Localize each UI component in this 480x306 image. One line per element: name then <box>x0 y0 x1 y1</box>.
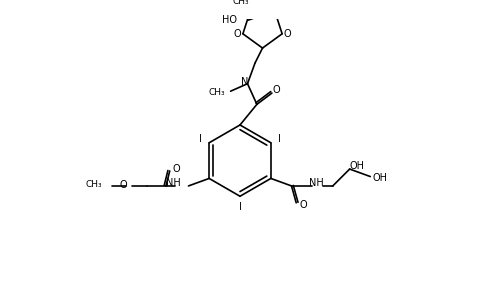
Text: CH₃: CH₃ <box>208 88 225 97</box>
Text: N: N <box>241 77 248 87</box>
Text: CH₃: CH₃ <box>233 0 249 6</box>
Text: O: O <box>300 200 308 210</box>
Text: OH: OH <box>372 174 387 183</box>
Text: O: O <box>284 29 291 39</box>
Text: I: I <box>278 134 281 144</box>
Text: O: O <box>233 29 241 39</box>
Text: NH: NH <box>310 178 324 188</box>
Text: O: O <box>120 180 128 190</box>
Text: I: I <box>199 134 202 144</box>
Text: OH: OH <box>349 161 365 171</box>
Text: I: I <box>239 202 241 211</box>
Text: NH: NH <box>166 178 181 188</box>
Text: HO: HO <box>222 15 237 25</box>
Text: O: O <box>273 85 280 95</box>
Text: O: O <box>172 164 180 174</box>
Text: CH₃: CH₃ <box>85 181 102 189</box>
